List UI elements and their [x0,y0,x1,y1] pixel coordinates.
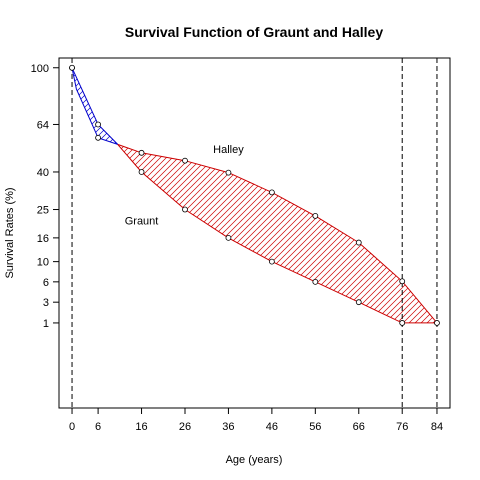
y-tick-label-6: 6 [43,277,49,289]
graunt-above-hatch [72,67,118,145]
hatched-areas [72,67,437,323]
halley-point-16 [138,149,145,156]
x-tick-label-36: 36 [222,421,234,433]
x-tick-label-66: 66 [353,421,365,433]
y-tick-label-1: 1 [43,318,49,330]
graunt-point-76 [399,320,406,326]
graunt-point-26 [182,206,188,213]
halley-point-56 [312,213,319,219]
halley-point-36 [225,169,232,176]
annotation-graunt: Graunt [125,215,159,227]
plot-frame [58,57,451,409]
x-tick-label-26: 26 [179,421,191,433]
y-axis-label: Survival Rates (%) [4,187,16,278]
x-tick-label-6: 6 [95,421,101,433]
graunt-line-upper [71,67,119,145]
chart-title: Survival Function of Graunt and Halley [125,24,383,40]
halley-point-0 [69,64,75,71]
x-tick-label-84: 84 [431,421,443,433]
graunt-point-6 [95,121,101,128]
y-tick-label-25: 25 [37,205,49,217]
halley-line-upper [71,67,118,145]
y-tick-label-40: 40 [37,167,49,179]
halley-point-26 [182,157,188,164]
series-annotations: Halley Graunt [125,144,244,228]
graunt-point-66 [355,299,362,306]
graunt-point-16 [138,169,145,175]
halley-above-hatch [117,144,437,323]
graunt-point-56 [312,278,319,285]
x-tick-label-0: 0 [69,421,75,433]
y-tick-label-3: 3 [43,297,49,309]
x-tick-label-16: 16 [135,421,147,433]
x-tick-label-76: 76 [396,421,408,433]
x-tick-label-56: 56 [309,421,321,433]
halley-point-66 [355,239,362,246]
halley-point-6 [95,134,101,141]
y-axis: 1 3 6 10 16 25 40 64 100 [31,63,59,330]
halley-point-76 [399,278,406,285]
halley-point-84 [434,320,440,326]
y-tick-label-100: 100 [31,63,49,75]
halley-point-46 [268,189,275,196]
y-tick-label-10: 10 [37,257,49,269]
vertical-reference-lines [71,58,438,408]
x-axis-label: Age (years) [226,454,283,466]
data-points [69,64,440,326]
y-tick-label-64: 64 [37,119,49,131]
x-axis: 0 6 16 26 36 46 56 66 76 84 [69,408,443,433]
x-tick-label-46: 46 [266,421,278,433]
y-tick-label-16: 16 [37,233,49,245]
graunt-point-36 [225,234,232,241]
annotation-halley: Halley [213,144,244,156]
graunt-point-46 [268,258,275,265]
